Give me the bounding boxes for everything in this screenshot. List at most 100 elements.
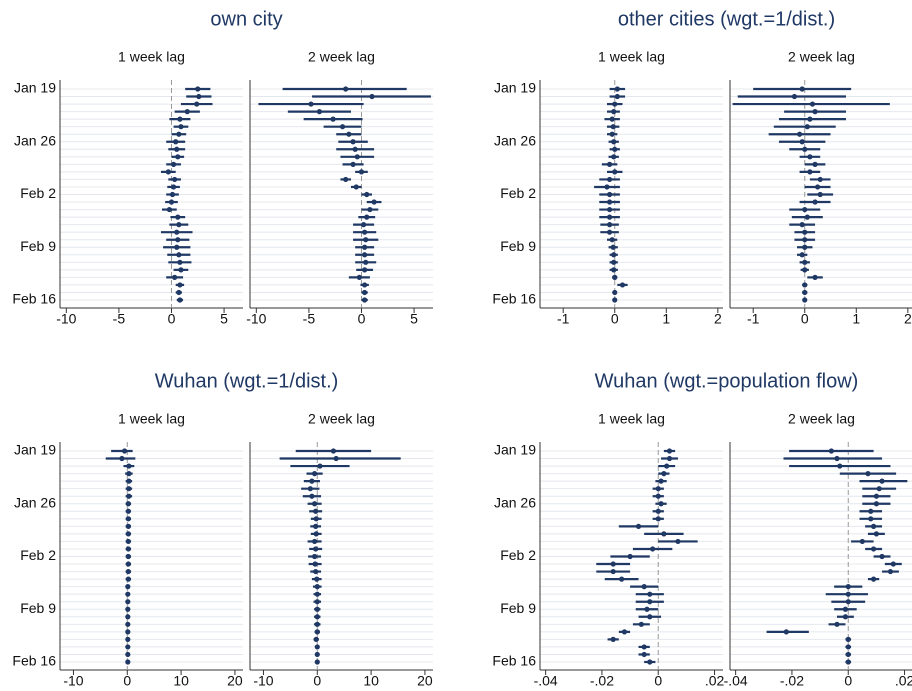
point-estimate — [799, 222, 805, 228]
point-estimate — [126, 478, 132, 484]
point-estimate — [177, 297, 183, 303]
panel-subtitle: 2 week lag — [788, 411, 855, 427]
x-tick-label: .02 — [895, 673, 912, 686]
point-estimate — [845, 659, 851, 665]
point-estimate — [799, 86, 805, 92]
point-estimate — [311, 471, 318, 477]
point-estimate — [873, 531, 880, 537]
y-tick-label: Jan 26 — [494, 494, 536, 510]
point-estimate — [635, 523, 642, 529]
panel-subtitle: 1 week lag — [118, 49, 185, 65]
point-estimate — [870, 523, 877, 529]
x-tick-label: -10 — [246, 311, 266, 327]
x-tick-label: 1 — [852, 311, 860, 327]
point-estimate — [362, 297, 368, 303]
x-tick-label: -10 — [253, 673, 273, 686]
point-estimate — [358, 169, 365, 175]
point-estimate — [612, 169, 618, 175]
point-estimate — [308, 101, 314, 107]
point-estimate — [316, 109, 323, 115]
y-tick-label: Feb 9 — [500, 600, 536, 616]
point-estimate — [125, 659, 131, 665]
point-estimate — [363, 259, 369, 265]
point-estimate — [125, 553, 131, 560]
point-estimate — [606, 199, 613, 205]
point-estimate — [614, 86, 620, 92]
point-estimate — [802, 229, 808, 235]
point-estimate — [611, 109, 617, 115]
y-tick-label: Feb 9 — [500, 238, 536, 254]
point-estimate — [314, 629, 320, 635]
point-estimate — [611, 267, 617, 273]
x-tick-label: -.02 — [590, 673, 614, 686]
y-tick-label: Feb 2 — [20, 547, 56, 563]
point-estimate — [367, 206, 373, 213]
point-estimate — [647, 591, 653, 597]
point-estimate — [177, 282, 183, 288]
point-estimate — [313, 568, 319, 575]
panel-subtitle: 2 week lag — [308, 49, 375, 65]
point-estimate — [125, 523, 131, 529]
point-estimate — [362, 282, 368, 288]
x-tick-label: -10 — [56, 311, 76, 327]
point-estimate — [314, 591, 320, 597]
point-estimate — [647, 659, 653, 665]
point-estimate — [812, 161, 818, 167]
point-estimate — [804, 124, 810, 130]
point-estimate — [655, 493, 661, 499]
x-tick-label: -10 — [63, 673, 83, 686]
point-estimate — [194, 101, 200, 107]
point-estimate — [610, 124, 616, 130]
x-tick-label: 20 — [227, 673, 243, 686]
point-estimate — [807, 116, 813, 122]
point-estimate — [606, 176, 613, 183]
point-estimate — [859, 538, 865, 545]
point-estimate — [175, 154, 181, 160]
point-estimate — [611, 252, 617, 258]
point-estimate — [619, 282, 626, 288]
point-estimate — [314, 576, 320, 582]
point-estimate — [619, 576, 625, 582]
point-estimate — [330, 448, 337, 454]
point-estimate — [371, 199, 377, 205]
point-estimate — [174, 244, 180, 250]
point-estimate — [609, 131, 615, 137]
point-estimate — [804, 214, 810, 220]
point-estimate — [870, 576, 877, 582]
point-estimate — [314, 644, 320, 650]
point-estimate — [873, 493, 880, 499]
point-estimate — [126, 493, 132, 499]
point-estimate — [812, 109, 818, 115]
point-estimate — [802, 267, 808, 273]
x-tick-label: -5 — [303, 311, 316, 327]
panel-subtitle: 1 week lag — [598, 49, 665, 65]
point-estimate — [125, 538, 131, 545]
point-estimate — [638, 621, 644, 627]
point-estimate — [845, 584, 851, 590]
x-tick-label: 1 — [662, 311, 670, 327]
x-tick-label: 0 — [313, 673, 321, 686]
x-tick-label: 10 — [173, 673, 189, 686]
y-tick-label: Jan 19 — [494, 442, 536, 458]
y-tick-label: Feb 16 — [12, 653, 56, 669]
point-estimate — [661, 531, 667, 537]
point-estimate — [314, 651, 320, 658]
point-estimate — [664, 463, 670, 469]
point-estimate — [845, 644, 851, 650]
point-estimate — [868, 516, 874, 522]
chart-title: other cities (wgt.=1/dist.) — [618, 8, 835, 30]
point-estimate — [641, 584, 647, 590]
point-estimate — [611, 154, 617, 160]
point-estimate — [176, 289, 182, 296]
y-tick-label: Feb 16 — [492, 291, 536, 307]
point-estimate — [842, 614, 849, 620]
point-estimate — [184, 109, 190, 115]
point-estimate — [178, 267, 184, 273]
point-estimate — [611, 259, 617, 265]
point-estimate — [661, 471, 667, 477]
point-estimate — [354, 154, 360, 160]
point-estimate — [172, 274, 178, 280]
point-estimate — [311, 553, 318, 560]
y-tick-label: Feb 2 — [20, 185, 56, 201]
point-estimate — [314, 599, 320, 605]
